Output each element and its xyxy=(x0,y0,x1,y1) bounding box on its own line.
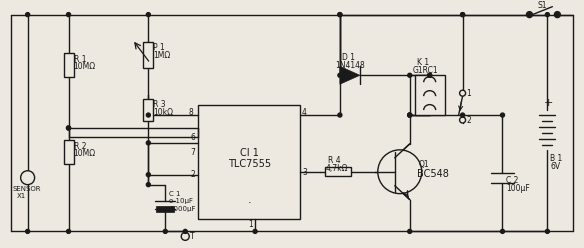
Circle shape xyxy=(408,113,412,117)
Circle shape xyxy=(338,113,342,117)
Circle shape xyxy=(461,13,465,17)
Text: +: + xyxy=(543,98,553,108)
Bar xyxy=(415,75,444,115)
Circle shape xyxy=(181,232,189,240)
Circle shape xyxy=(147,183,150,187)
Bar xyxy=(64,53,74,77)
Circle shape xyxy=(147,173,150,177)
Circle shape xyxy=(460,117,465,123)
Text: 1000μF: 1000μF xyxy=(169,206,196,212)
Text: 7: 7 xyxy=(190,148,195,157)
Text: B 1: B 1 xyxy=(550,154,562,163)
Text: X1: X1 xyxy=(17,193,26,199)
Bar xyxy=(325,167,351,176)
Bar xyxy=(157,206,174,212)
Text: C 1: C 1 xyxy=(169,191,181,197)
Text: 1: 1 xyxy=(248,220,253,229)
Circle shape xyxy=(253,229,257,233)
Text: 4: 4 xyxy=(302,108,307,117)
Bar xyxy=(143,99,154,121)
Bar xyxy=(198,105,300,219)
Text: 10kΩ: 10kΩ xyxy=(154,108,173,117)
Text: CI 1: CI 1 xyxy=(239,148,259,158)
Circle shape xyxy=(147,141,150,145)
Circle shape xyxy=(338,13,342,17)
Circle shape xyxy=(20,171,34,185)
Text: 6V: 6V xyxy=(550,162,561,171)
Bar xyxy=(143,42,154,68)
Circle shape xyxy=(555,13,559,17)
Circle shape xyxy=(67,13,71,17)
Text: K 1: K 1 xyxy=(417,58,429,67)
Text: 8: 8 xyxy=(188,108,193,117)
Text: C 2: C 2 xyxy=(506,176,519,185)
Circle shape xyxy=(408,113,412,117)
Text: 4,7kΩ: 4,7kΩ xyxy=(326,164,349,173)
Text: 1MΩ: 1MΩ xyxy=(154,51,171,61)
Circle shape xyxy=(67,126,71,130)
Text: S1: S1 xyxy=(537,1,547,10)
Circle shape xyxy=(67,126,71,130)
Text: R 1: R 1 xyxy=(74,55,86,64)
Text: Q1: Q1 xyxy=(419,160,429,169)
Circle shape xyxy=(526,12,533,18)
Text: P 1: P 1 xyxy=(154,43,165,53)
Text: 100μF: 100μF xyxy=(506,184,530,193)
Text: 6: 6 xyxy=(190,133,195,142)
Text: R 4: R 4 xyxy=(328,156,340,165)
Text: 1N4148: 1N4148 xyxy=(335,61,364,70)
Polygon shape xyxy=(340,66,360,84)
Text: G1RC1: G1RC1 xyxy=(413,66,439,75)
Circle shape xyxy=(500,113,505,117)
Text: R 2: R 2 xyxy=(74,142,86,151)
Circle shape xyxy=(527,13,531,17)
Circle shape xyxy=(427,73,432,77)
Text: 3: 3 xyxy=(302,168,307,177)
Text: R 3: R 3 xyxy=(154,100,166,109)
Text: 10MΩ: 10MΩ xyxy=(74,149,96,158)
Text: 1: 1 xyxy=(467,89,471,98)
Text: 2: 2 xyxy=(467,116,471,125)
Circle shape xyxy=(147,113,150,117)
Circle shape xyxy=(461,113,465,117)
Circle shape xyxy=(545,229,550,233)
Circle shape xyxy=(26,13,30,17)
Circle shape xyxy=(408,229,412,233)
Text: T: T xyxy=(190,232,195,241)
Circle shape xyxy=(378,150,422,194)
Text: 10MΩ: 10MΩ xyxy=(74,62,96,71)
Circle shape xyxy=(164,229,167,233)
Text: D 1: D 1 xyxy=(342,53,355,62)
Text: BC548: BC548 xyxy=(417,169,449,179)
Circle shape xyxy=(545,13,550,17)
Circle shape xyxy=(408,73,412,77)
Circle shape xyxy=(147,13,150,17)
Circle shape xyxy=(461,13,465,17)
Circle shape xyxy=(26,229,30,233)
Text: o 10μF: o 10μF xyxy=(169,198,193,204)
Circle shape xyxy=(338,13,342,17)
Circle shape xyxy=(427,73,432,77)
Bar xyxy=(64,140,74,164)
Text: SENSOR: SENSOR xyxy=(13,186,41,192)
Text: .: . xyxy=(247,195,251,205)
Circle shape xyxy=(67,229,71,233)
Text: 2: 2 xyxy=(190,170,195,179)
Circle shape xyxy=(183,229,187,233)
Circle shape xyxy=(500,229,505,233)
Circle shape xyxy=(460,90,465,96)
Circle shape xyxy=(408,113,412,117)
Circle shape xyxy=(554,12,561,18)
Circle shape xyxy=(338,73,342,77)
Text: TLC7555: TLC7555 xyxy=(228,159,270,169)
